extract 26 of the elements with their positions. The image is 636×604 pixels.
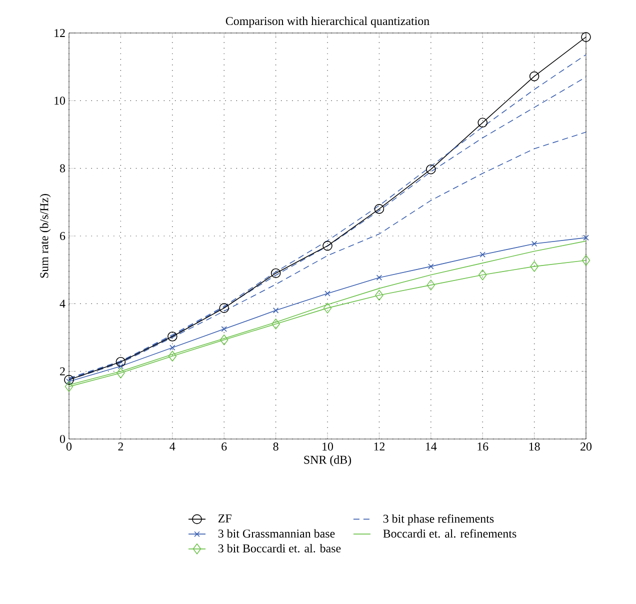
legend-label: 3 bit Grassmannian base <box>218 529 335 538</box>
x-tick-label: 8 <box>273 442 278 451</box>
chart-title: Comparison with hierarchical quantization <box>226 16 430 28</box>
y-tick-label: 2 <box>60 367 65 376</box>
y-tick-label: 0 <box>60 434 66 444</box>
y-axis-title: Sum rate (b/s/Hz) <box>40 194 51 278</box>
x-tick-label: 10 <box>322 442 334 451</box>
legend-label: 3 bit Boccardi et. al. base <box>218 544 341 552</box>
x-tick-label: 14 <box>426 442 437 450</box>
x-tick-label: 12 <box>374 442 385 450</box>
y-tick-label: 10 <box>54 96 66 105</box>
y-tick-label: 8 <box>60 164 66 172</box>
x-tick-label: 20 <box>580 442 592 451</box>
x-tick-label: 18 <box>529 442 540 451</box>
legend-label: 3 bit phase refinements <box>383 514 494 526</box>
x-tick-label: 16 <box>478 442 488 451</box>
x-tick-label: 2 <box>118 442 124 450</box>
x-tick-label: 6 <box>222 442 227 451</box>
y-tick-label: 12 <box>54 29 65 37</box>
y-tick-label: 4 <box>60 300 66 308</box>
legend-label: ZF <box>218 514 232 522</box>
x-tick-label: 0 <box>66 442 72 451</box>
y-tick-label: 6 <box>60 232 66 240</box>
x-axis-title: SNR (dB) <box>304 455 352 466</box>
x-tick-label: 4 <box>170 442 176 450</box>
legend-label: Boccardi et. al. refinements <box>383 529 516 538</box>
